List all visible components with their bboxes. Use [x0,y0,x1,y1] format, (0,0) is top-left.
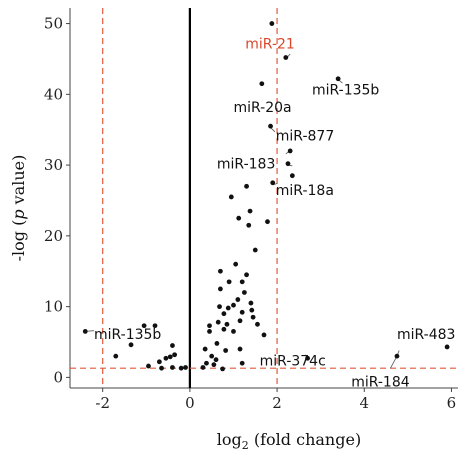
point-label: miR-184 [351,375,410,391]
data-point [239,279,245,285]
data-point [113,353,119,359]
y-tick-label: 20 [44,227,63,245]
data-point [215,319,221,325]
data-point [225,305,231,311]
x-tick-label: 2 [272,394,282,412]
point-label: miR-20a [233,100,291,116]
point-label: miR-21 [245,36,295,52]
data-point [204,360,209,366]
data-point [226,279,232,285]
x-tick-label: 4 [359,394,369,412]
data-point [233,261,239,267]
data-point [231,302,236,308]
data-point [218,268,223,274]
point-labels: miR-21miR-135bmiR-20amiR-877miR-183miR-1… [94,36,455,390]
data-point [305,355,310,361]
data-point [250,314,256,320]
data-point [170,365,175,370]
data-point [248,300,254,306]
data-point [244,183,249,189]
data-point [223,348,229,353]
x-tick-label: 0 [185,394,195,412]
data-point [247,208,253,214]
data-point [268,123,273,129]
x-axis-title: log2 (fold change) [217,430,361,452]
y-tick-label: 10 [44,298,63,316]
point-label: miR-483 [397,327,455,343]
data-point [246,222,252,228]
data-point [335,76,341,82]
data-point [285,161,291,167]
data-point [289,173,295,179]
data-point [394,353,400,359]
data-point [252,247,258,253]
data-point [214,341,220,346]
data-point [172,352,178,358]
point-label: miR-374c [260,353,326,369]
point-label: miR-18a [276,183,334,199]
data-point [159,365,164,371]
data-point [156,359,162,365]
x-tick-label: 6 [447,394,457,412]
point-label: miR-135b [94,327,161,343]
point-label: miR-877 [276,128,334,144]
data-points [82,21,450,372]
data-point [224,321,230,327]
data-point [167,354,173,360]
data-point [241,290,247,295]
data-point [255,321,260,327]
data-point [202,346,208,352]
data-point [244,272,249,278]
data-point [261,332,267,338]
point-label: miR-135b [312,82,379,98]
data-point [221,326,227,332]
data-point [444,344,450,350]
data-point [183,365,188,370]
data-point [270,180,276,186]
data-point [170,343,175,348]
y-tick-label: 50 [44,15,63,33]
data-point [231,328,236,334]
data-point [146,363,151,369]
y-tick-label: 0 [53,368,63,386]
data-point [235,297,241,302]
data-point [265,219,270,225]
data-point [213,357,219,363]
data-point [207,323,212,329]
data-point [178,365,184,371]
data-point [200,365,206,370]
data-point [128,342,134,348]
data-point [259,81,265,87]
data-point [220,366,225,372]
data-point [228,194,234,200]
data-point [209,353,215,359]
data-point [236,215,242,221]
axes: -2 0 2 4 6 0 10 20 30 40 50 [44,8,458,412]
data-point [239,309,245,315]
data-point [82,328,88,334]
y-tick-label: 40 [44,85,63,103]
data-point [217,304,222,310]
data-point [287,148,293,154]
data-point [152,323,158,329]
data-point [269,21,275,26]
data-point [221,311,227,317]
x-tick-label: -2 [95,394,110,412]
data-point [239,360,245,366]
data-point [283,55,289,60]
data-point [249,307,255,313]
data-point [163,355,169,361]
data-point [141,323,147,329]
data-point [218,286,223,292]
data-point [237,346,243,352]
y-tick-label: 30 [44,156,63,174]
data-point [211,362,217,368]
threshold-lines [70,8,458,388]
data-point [207,328,212,334]
y-axis-title: -log (p value) [9,155,28,262]
data-point [237,318,243,324]
point-label: miR-183 [217,157,275,173]
